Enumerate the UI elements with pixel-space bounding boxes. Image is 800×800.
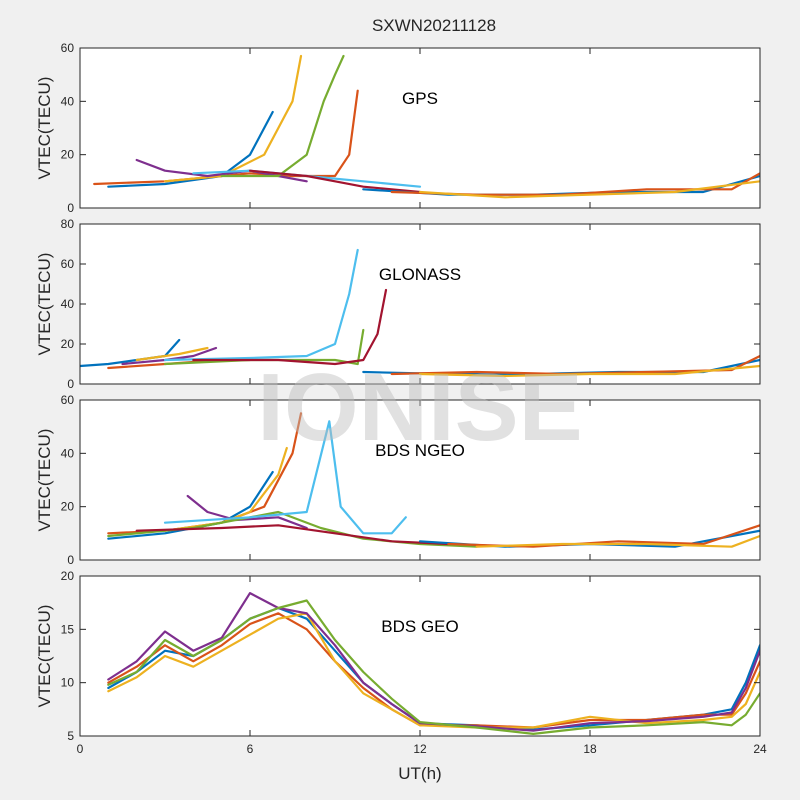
series-line — [163, 328, 365, 366]
series-line — [163, 420, 407, 535]
y-tick-label: 40 — [61, 94, 75, 108]
panel-label: GLONASS — [379, 265, 461, 284]
series-line — [163, 248, 359, 362]
series-line — [475, 534, 760, 548]
series-line — [121, 346, 218, 366]
y-tick-label: 80 — [61, 217, 75, 231]
y-tick-label: 60 — [61, 257, 75, 271]
y-tick-label: 40 — [61, 446, 75, 460]
x-axis-label: UT(h) — [398, 764, 441, 783]
series-line — [107, 599, 760, 735]
series-group — [80, 248, 760, 378]
x-tick-label: 18 — [583, 742, 597, 756]
series-line — [220, 54, 345, 178]
plot-area — [80, 48, 760, 208]
y-tick-label: 60 — [61, 41, 75, 55]
series-line — [135, 346, 209, 362]
series-line — [135, 158, 308, 183]
panel-label: BDS GEO — [381, 617, 458, 636]
figure-title: SXWN20211128 — [372, 16, 496, 35]
y-tick-label: 15 — [61, 622, 75, 636]
plot-area — [80, 224, 760, 384]
panel-gps: 0 20 40 60 VTEC(TECU) GPS — [35, 41, 761, 215]
y-tick-label: 20 — [61, 337, 75, 351]
x-tick-label: 0 — [77, 742, 84, 756]
series-line — [418, 180, 760, 199]
y-axis-label: VTEC(TECU) — [35, 605, 54, 708]
y-tick-label: 0 — [67, 377, 74, 391]
y-tick-label: 10 — [61, 676, 75, 690]
y-axis-label: VTEC(TECU) — [35, 77, 54, 180]
panel-label: BDS NGEO — [375, 441, 465, 460]
panel-bds-ngeo: 0 20 40 60 VTEC(TECU) BDS NGEO — [35, 393, 761, 567]
panel-bds-geo: 0 6 12 18 24 5 10 15 20 VTEC(TECU) BDS GEO UT(h) — [35, 569, 767, 783]
watermark: IONISE — [257, 354, 582, 461]
y-tick-label: 20 — [61, 148, 75, 162]
y-tick-label: 5 — [67, 729, 74, 743]
series-line — [107, 612, 760, 729]
plot-area — [80, 400, 760, 560]
series-group — [107, 592, 760, 735]
series-line — [192, 288, 388, 366]
panel-label: GPS — [402, 89, 438, 108]
y-tick-label: 0 — [67, 201, 74, 215]
series-line — [418, 364, 760, 378]
series-line — [163, 54, 303, 183]
x-tick-label: 24 — [753, 742, 767, 756]
y-tick-label: 20 — [61, 500, 75, 514]
series-group — [107, 412, 760, 548]
panel-glonass: 0 20 40 60 80 VTEC(TECU) GLONASS — [35, 217, 761, 391]
y-tick-label: 20 — [61, 569, 75, 583]
series-group — [93, 54, 760, 199]
y-tick-label: 0 — [67, 553, 74, 567]
x-tick-label: 12 — [413, 742, 427, 756]
series-line — [135, 524, 450, 546]
series-line — [248, 169, 422, 194]
y-tick-label: 40 — [61, 297, 75, 311]
y-axis-label: VTEC(TECU) — [35, 253, 54, 356]
y-tick-label: 60 — [61, 393, 75, 407]
y-axis-label: VTEC(TECU) — [35, 429, 54, 532]
series-line — [107, 612, 760, 729]
x-tick-label: 6 — [247, 742, 254, 756]
series-line — [107, 592, 760, 732]
